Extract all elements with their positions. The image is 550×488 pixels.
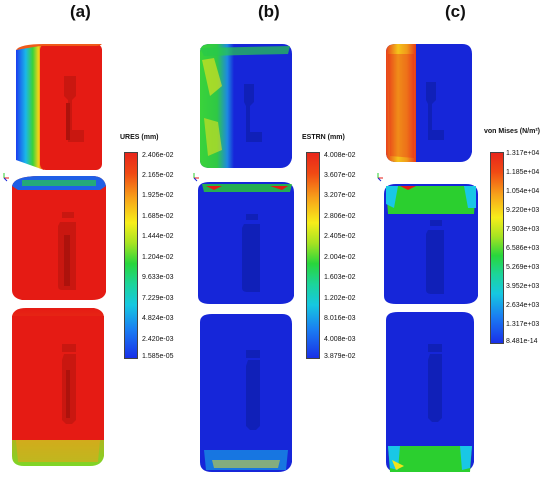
tick-label: 1.054e+04 bbox=[506, 188, 540, 195]
tick-label: 4.008e-03 bbox=[324, 336, 356, 343]
tick-label: 3.879e-02 bbox=[324, 353, 356, 360]
tick-label: 9.220e+03 bbox=[506, 207, 540, 214]
block-c-top bbox=[386, 44, 472, 162]
panel-label-a: (a) bbox=[70, 2, 91, 21]
block-a-bottom bbox=[12, 308, 104, 466]
colorbar-c bbox=[490, 152, 504, 344]
tick-label: 2.806e-02 bbox=[324, 213, 356, 220]
block-c-bottom bbox=[386, 312, 474, 472]
colorbar-b bbox=[306, 152, 320, 359]
tick-label: 8.016e-03 bbox=[324, 315, 356, 322]
tick-label: 1.204e-02 bbox=[142, 254, 174, 261]
tick-label: 8.481e-14 bbox=[506, 338, 538, 345]
tick-label: 2.406e-02 bbox=[142, 152, 174, 159]
block-a-middle bbox=[12, 176, 106, 300]
block-b-top bbox=[200, 44, 292, 168]
tick-label: 1.585e-05 bbox=[142, 353, 174, 360]
axis-triad-a bbox=[3, 173, 9, 182]
tick-label: 4.008e-02 bbox=[324, 152, 356, 159]
legend-title-c: von Mises (N/m²) bbox=[484, 128, 541, 135]
axis-triad-c bbox=[377, 173, 383, 182]
tick-label: 3.952e+03 bbox=[506, 283, 540, 290]
colorbar-a bbox=[124, 152, 138, 359]
panel-label-b: (b) bbox=[258, 2, 280, 21]
legend-title-b: ESTRN (mm) bbox=[302, 134, 345, 141]
block-b-bottom bbox=[200, 314, 292, 472]
tick-label: 1.925e-02 bbox=[142, 192, 174, 199]
tick-label: 6.586e+03 bbox=[506, 245, 540, 252]
tick-label: 9.633e-03 bbox=[142, 274, 174, 281]
tick-label: 7.229e-03 bbox=[142, 295, 174, 302]
tick-label: 1.603e-02 bbox=[324, 274, 356, 281]
tick-label: 4.824e-03 bbox=[142, 315, 174, 322]
tick-label: 2.420e-03 bbox=[142, 336, 174, 343]
block-a-top bbox=[16, 44, 102, 170]
tick-label: 2.004e-02 bbox=[324, 254, 356, 261]
tick-label: 1.685e-02 bbox=[142, 213, 174, 220]
tick-label: 5.269e+03 bbox=[506, 264, 540, 271]
tick-label: 1.444e-02 bbox=[142, 233, 174, 240]
tick-label: 1.185e+04 bbox=[506, 169, 540, 176]
tick-label: 3.207e-02 bbox=[324, 192, 356, 199]
tick-label: 1.317e+04 bbox=[506, 150, 540, 157]
tick-label: 1.202e-02 bbox=[324, 295, 356, 302]
block-b-middle bbox=[198, 182, 294, 304]
axis-triad-b bbox=[193, 173, 199, 182]
tick-label: 3.607e-02 bbox=[324, 172, 356, 179]
tick-label: 2.634e+03 bbox=[506, 302, 540, 309]
tick-label: 2.405e-02 bbox=[324, 233, 356, 240]
panel-label-c: (c) bbox=[445, 2, 466, 21]
tick-label: 2.165e-02 bbox=[142, 172, 174, 179]
block-c-middle bbox=[384, 184, 478, 304]
tick-label: 7.903e+03 bbox=[506, 226, 540, 233]
legend-title-a: URES (mm) bbox=[120, 134, 159, 141]
tick-label: 1.317e+03 bbox=[506, 321, 540, 328]
